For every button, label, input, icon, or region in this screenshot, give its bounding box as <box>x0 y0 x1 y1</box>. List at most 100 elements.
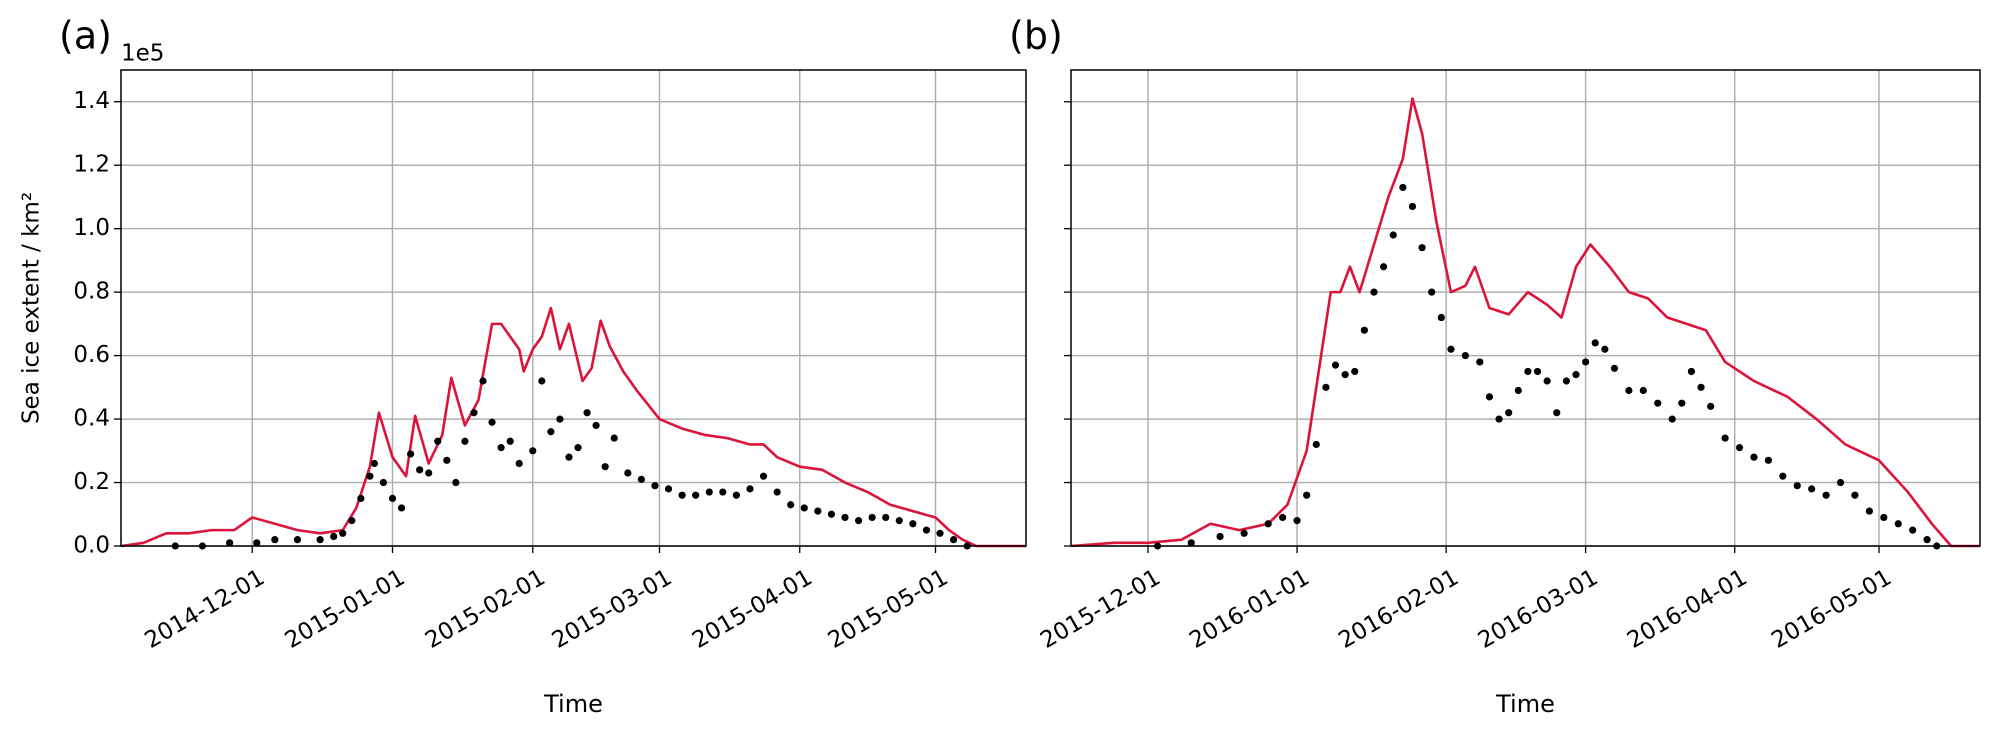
point <box>1601 345 1609 353</box>
point <box>348 517 356 525</box>
point <box>370 459 378 468</box>
point <box>497 444 505 452</box>
point <box>1543 377 1551 385</box>
y-axis-label: Sea ice extent / km² <box>19 192 45 424</box>
point <box>773 488 781 496</box>
point <box>1331 361 1340 369</box>
point <box>1187 539 1195 547</box>
point <box>583 409 591 417</box>
point <box>624 469 632 477</box>
point <box>1360 326 1368 334</box>
panel-label: (b) <box>1009 14 1063 58</box>
point <box>434 437 442 445</box>
x-tick-label: 2015-04-01 <box>688 565 817 654</box>
y-tick-label: 1.2 <box>73 152 110 178</box>
point <box>1668 415 1676 423</box>
point <box>950 536 958 544</box>
point <box>547 428 555 436</box>
point <box>1303 491 1311 499</box>
point <box>610 434 618 442</box>
point <box>443 456 451 464</box>
point <box>1654 399 1662 407</box>
point <box>1399 183 1407 192</box>
point <box>1687 367 1696 376</box>
point <box>1923 536 1931 544</box>
point <box>226 539 234 547</box>
y-tick-label: 0.6 <box>73 342 110 368</box>
point <box>1851 491 1859 499</box>
x-tick-label: 2015-12-01 <box>1036 565 1165 654</box>
point <box>357 494 365 502</box>
point <box>1240 529 1248 537</box>
point <box>479 377 487 385</box>
point <box>339 529 347 537</box>
point <box>1591 339 1599 347</box>
point <box>1610 364 1619 372</box>
point <box>1697 383 1705 391</box>
x-axis-label: Time <box>1495 690 1555 718</box>
y-tick-label: 0.8 <box>73 279 110 305</box>
point <box>1572 371 1580 379</box>
point <box>1370 288 1378 296</box>
point <box>1461 352 1469 360</box>
point <box>1678 399 1686 407</box>
point <box>1764 456 1772 464</box>
point <box>1418 244 1426 252</box>
point <box>461 437 469 445</box>
point <box>366 472 374 480</box>
point <box>895 517 903 525</box>
point <box>1735 444 1744 452</box>
point <box>293 536 302 544</box>
x-tick-label: 2015-01-01 <box>281 565 410 654</box>
x-tick-label: 2016-02-01 <box>1334 565 1463 654</box>
point <box>1505 409 1513 417</box>
point <box>1264 520 1272 528</box>
point <box>759 472 768 480</box>
point <box>592 421 600 430</box>
point <box>253 539 261 547</box>
point <box>1428 288 1436 296</box>
y-tick-label: 0.2 <box>73 469 110 495</box>
point <box>1485 393 1494 401</box>
point <box>1524 367 1532 376</box>
point <box>1625 386 1633 395</box>
point <box>538 377 546 385</box>
point <box>488 418 496 426</box>
point <box>827 510 836 518</box>
point <box>397 504 406 512</box>
point <box>1351 367 1359 376</box>
point <box>330 532 338 541</box>
x-tick-label: 2015-03-01 <box>548 565 677 654</box>
y-tick-label: 0.4 <box>73 406 110 432</box>
point <box>506 437 514 445</box>
point <box>664 485 673 493</box>
point <box>746 485 754 493</box>
y-tick-label: 1.4 <box>73 88 110 114</box>
point <box>719 488 727 496</box>
point <box>425 469 433 477</box>
point <box>470 409 478 417</box>
x-tick-label: 2014-12-01 <box>140 565 269 654</box>
point <box>1822 491 1830 499</box>
point <box>814 507 822 515</box>
point <box>1476 358 1484 366</box>
point <box>1880 513 1888 522</box>
point <box>1721 434 1729 442</box>
axes-frame <box>1070 69 1981 547</box>
point <box>574 444 582 452</box>
point <box>1389 231 1397 239</box>
point <box>732 491 741 499</box>
point <box>1808 485 1816 493</box>
y-tick-label: 1.0 <box>73 215 110 241</box>
point <box>271 536 279 544</box>
point <box>1533 367 1542 376</box>
x-tick-label: 2016-01-01 <box>1185 565 1314 654</box>
panel-label: (a) <box>59 14 112 58</box>
line <box>1070 97 1980 548</box>
axis-offset: 1e5 <box>121 41 164 67</box>
point <box>1639 386 1647 395</box>
point <box>1779 472 1787 480</box>
point <box>1707 402 1715 410</box>
